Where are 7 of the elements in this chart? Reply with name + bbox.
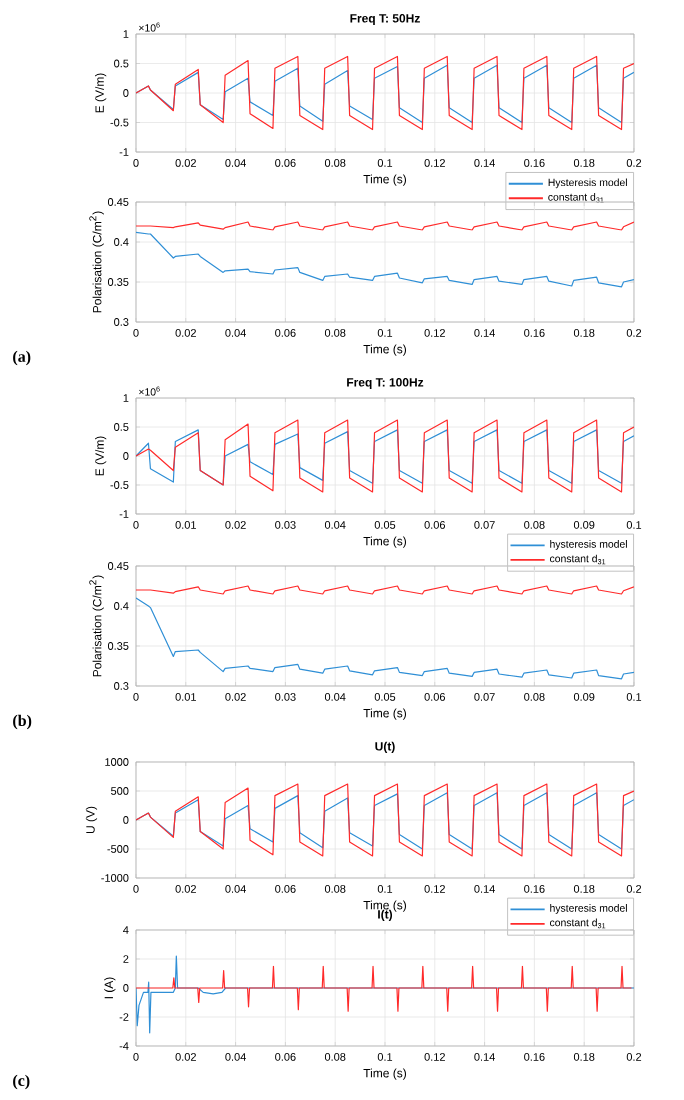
text: (a) (13, 350, 31, 366)
line-series (135, 965, 633, 1012)
line-series (135, 231, 634, 288)
text: (c) (13, 1074, 30, 1090)
text: (b) (13, 714, 32, 730)
line-series (135, 597, 634, 680)
line-series (135, 419, 634, 493)
